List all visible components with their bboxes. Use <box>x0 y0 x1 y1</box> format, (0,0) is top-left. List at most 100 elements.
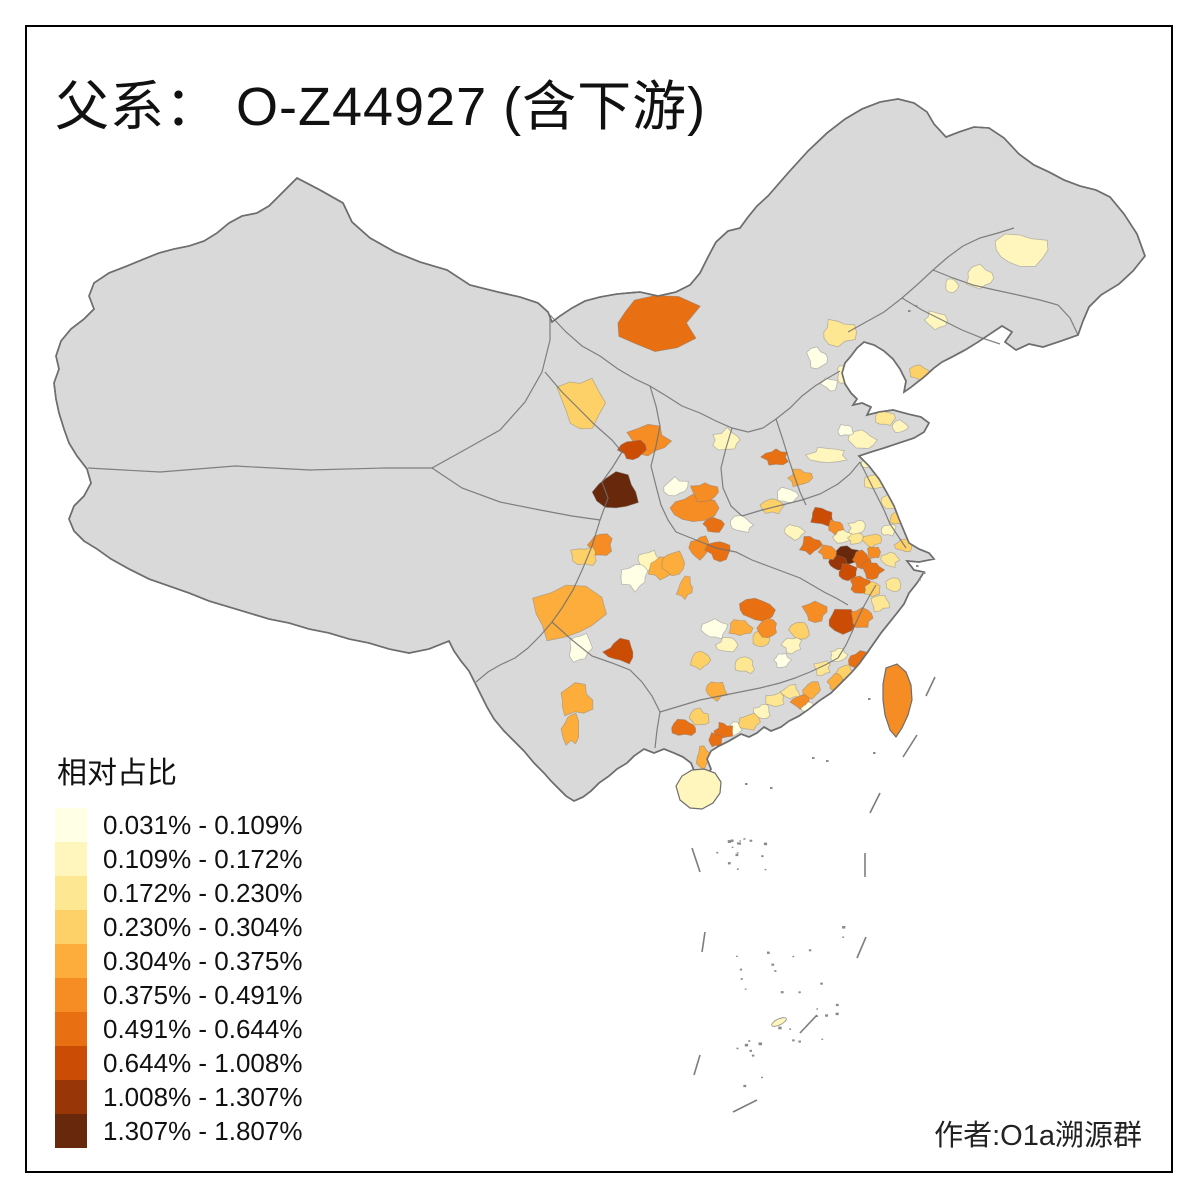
islet <box>916 565 919 567</box>
legend-label: 0.172% - 0.230% <box>103 877 303 908</box>
region <box>675 575 694 601</box>
province-border <box>932 269 1079 336</box>
legend-label: 0.230% - 0.304% <box>103 911 303 942</box>
legend-items: 0.031% - 0.109% 0.109% - 0.172% 0.172% - 0… <box>55 808 302 1148</box>
province-border <box>431 467 601 521</box>
sea-dash <box>691 847 701 873</box>
region <box>560 712 579 747</box>
province-border <box>475 519 601 683</box>
legend-label: 0.031% - 0.109% <box>103 809 303 840</box>
islet <box>739 968 743 971</box>
province-border <box>675 531 849 606</box>
legend-swatch <box>55 842 87 876</box>
sea-boundary-dashes <box>691 676 936 1113</box>
province-border <box>720 427 743 517</box>
legend-swatch <box>55 944 87 978</box>
islet <box>761 855 764 858</box>
islet <box>798 991 801 994</box>
region <box>819 377 838 392</box>
region <box>702 516 725 533</box>
legend-swatch <box>55 1080 87 1114</box>
islet <box>735 853 739 857</box>
china-mainland-shape <box>53 98 1146 802</box>
region <box>759 498 786 515</box>
region <box>616 439 647 461</box>
region <box>570 546 597 566</box>
legend-item-3: 0.230% - 0.304% <box>55 910 302 944</box>
region <box>783 524 807 541</box>
region <box>688 535 710 561</box>
region <box>788 621 810 640</box>
region <box>773 653 793 668</box>
china-outline <box>53 98 1146 802</box>
region <box>830 647 849 663</box>
region <box>885 577 902 592</box>
legend-item-0: 0.031% - 0.109% <box>55 808 302 842</box>
region <box>714 637 739 653</box>
sea-dash <box>701 931 706 953</box>
islet <box>826 760 829 762</box>
region <box>689 482 720 503</box>
province-border <box>649 385 677 533</box>
sea-dash <box>902 734 918 758</box>
sea-dash <box>869 792 881 814</box>
islet <box>821 1038 824 1040</box>
legend-item-4: 0.304% - 0.375% <box>55 944 302 978</box>
region <box>689 650 712 671</box>
region <box>695 745 714 771</box>
region <box>700 618 729 640</box>
legend-swatch <box>55 876 87 910</box>
small-islands <box>716 305 926 1088</box>
islet <box>739 840 741 842</box>
islet <box>736 868 739 870</box>
province-border <box>859 461 907 549</box>
region <box>756 617 778 639</box>
region <box>861 533 883 548</box>
islet <box>798 1040 801 1043</box>
province-border <box>87 315 551 473</box>
islet <box>743 838 746 840</box>
islet <box>774 970 777 972</box>
legend-swatch <box>55 910 87 944</box>
islet <box>736 842 740 845</box>
legend-item-7: 0.644% - 1.008% <box>55 1046 302 1080</box>
region <box>663 475 689 497</box>
islet <box>766 951 770 954</box>
region <box>874 410 897 426</box>
islet <box>736 1047 739 1050</box>
region <box>994 233 1049 267</box>
legend-swatch <box>55 1046 87 1080</box>
region <box>801 600 828 624</box>
region <box>847 362 861 375</box>
islet <box>820 982 823 985</box>
legend-item-9: 1.307% - 1.807% <box>55 1114 302 1148</box>
legend-item-8: 1.008% - 1.307% <box>55 1080 302 1114</box>
region <box>759 448 789 466</box>
sea-dash <box>693 1054 701 1076</box>
region <box>867 545 882 560</box>
legend: 相对占比 0.031% - 0.109% 0.109% - 0.172% 0.172… <box>55 748 302 1148</box>
region <box>704 541 731 563</box>
legend-item-2: 0.172% - 0.230% <box>55 876 302 910</box>
islet <box>727 840 732 843</box>
province-border <box>551 621 661 749</box>
islet <box>923 572 926 574</box>
islet <box>792 955 795 958</box>
islet <box>918 579 921 581</box>
islet <box>749 839 753 842</box>
region <box>798 535 824 556</box>
islet <box>761 1076 763 1079</box>
region <box>838 563 858 582</box>
region <box>765 691 785 708</box>
region <box>810 506 834 527</box>
legend-label: 0.491% - 0.644% <box>103 1013 303 1044</box>
islet-yellow <box>771 1017 787 1027</box>
islet <box>835 1012 839 1016</box>
islet <box>749 1049 752 1052</box>
legend-label: 0.109% - 0.172% <box>103 843 303 874</box>
islet <box>764 868 767 871</box>
legend-item-1: 0.109% - 0.172% <box>55 842 302 876</box>
sea-dash <box>732 1099 758 1113</box>
islet <box>842 936 845 938</box>
